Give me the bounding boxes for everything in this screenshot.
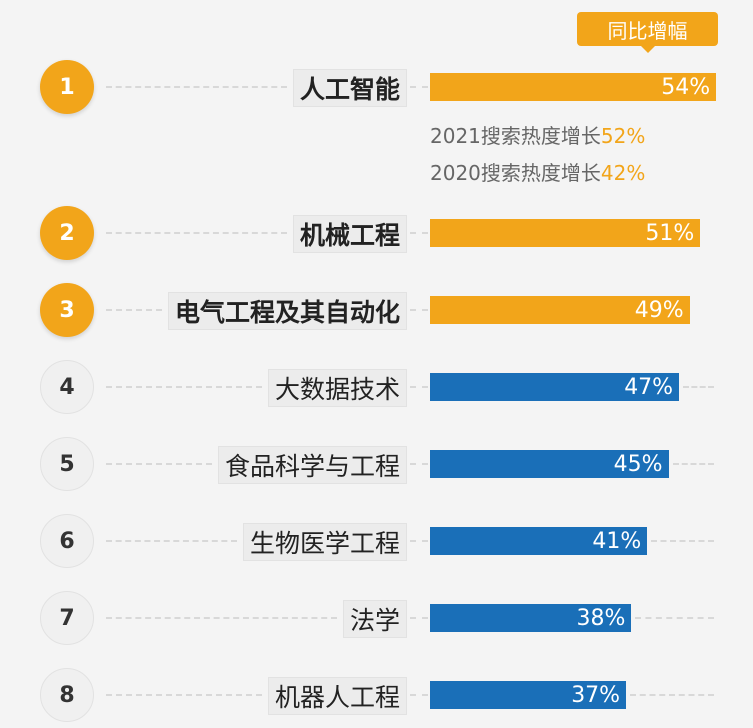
bar: 49% xyxy=(430,296,690,324)
bar: 51% xyxy=(430,219,701,247)
leader-line xyxy=(410,309,428,311)
leader-line xyxy=(410,386,428,388)
category-label: 生物医学工程 xyxy=(242,523,407,561)
trailing-line xyxy=(635,617,714,619)
leader-line xyxy=(106,617,337,619)
search-growth-note: 2020搜索热度增长42% xyxy=(430,157,645,186)
rank-circle: 2 xyxy=(40,206,94,260)
rank-circle: 6 xyxy=(40,514,94,568)
note-text: 2021搜索热度增长 xyxy=(430,124,601,148)
note-value: 52% xyxy=(600,124,646,148)
chart-row: 5 食品科学与工程 45% xyxy=(0,434,753,494)
rank-circle: 7 xyxy=(40,591,94,645)
yoy-growth-badge: 同比增幅 xyxy=(577,12,718,53)
category-label: 电气工程及其自动化 xyxy=(167,292,407,330)
leader-line xyxy=(410,540,428,542)
leader-line xyxy=(410,86,428,88)
leader-line xyxy=(410,232,428,234)
chart-row: 1 人工智能 54% xyxy=(0,57,753,117)
rank-circle: 5 xyxy=(40,437,94,491)
leader-line xyxy=(106,540,237,542)
bar: 41% xyxy=(430,527,648,555)
leader-line xyxy=(106,232,287,234)
category-label: 机械工程 xyxy=(292,215,407,253)
trailing-line xyxy=(630,694,714,696)
leader-line xyxy=(410,617,428,619)
search-growth-note: 2021搜索热度增长52% xyxy=(430,120,645,149)
category-label: 人工智能 xyxy=(292,69,407,107)
category-label: 大数据技术 xyxy=(267,369,407,407)
bar: 45% xyxy=(430,450,669,478)
leader-line xyxy=(106,386,262,388)
category-label: 法学 xyxy=(342,600,407,638)
chart-row: 8 机器人工程 37% xyxy=(0,665,753,725)
trailing-line xyxy=(683,386,714,388)
rank-circle: 8 xyxy=(40,668,94,722)
category-label: 食品科学与工程 xyxy=(217,446,407,484)
category-label: 机器人工程 xyxy=(267,677,407,715)
chart-row: 2 机械工程 51% xyxy=(0,203,753,263)
bar: 37% xyxy=(430,681,627,709)
trailing-line xyxy=(651,540,714,542)
chart-row: 7 法学 38% xyxy=(0,588,753,648)
trailing-line xyxy=(672,463,714,465)
leader-line xyxy=(410,463,428,465)
bar: 38% xyxy=(430,604,632,632)
note-text: 2020搜索热度增长 xyxy=(430,161,601,185)
note-value: 42% xyxy=(600,161,646,185)
leader-line xyxy=(410,694,428,696)
leader-line xyxy=(106,463,212,465)
rank-circle: 4 xyxy=(40,360,94,414)
rank-circle: 3 xyxy=(40,283,94,337)
bar: 47% xyxy=(430,373,680,401)
leader-line xyxy=(106,86,287,88)
leader-line xyxy=(106,694,262,696)
rank-circle: 1 xyxy=(40,60,94,114)
chart-row: 3 电气工程及其自动化 49% xyxy=(0,280,753,340)
chart-row: 4 大数据技术 47% xyxy=(0,357,753,417)
chart-row: 6 生物医学工程 41% xyxy=(0,511,753,571)
leader-line xyxy=(106,309,162,311)
bar: 54% xyxy=(430,73,717,101)
